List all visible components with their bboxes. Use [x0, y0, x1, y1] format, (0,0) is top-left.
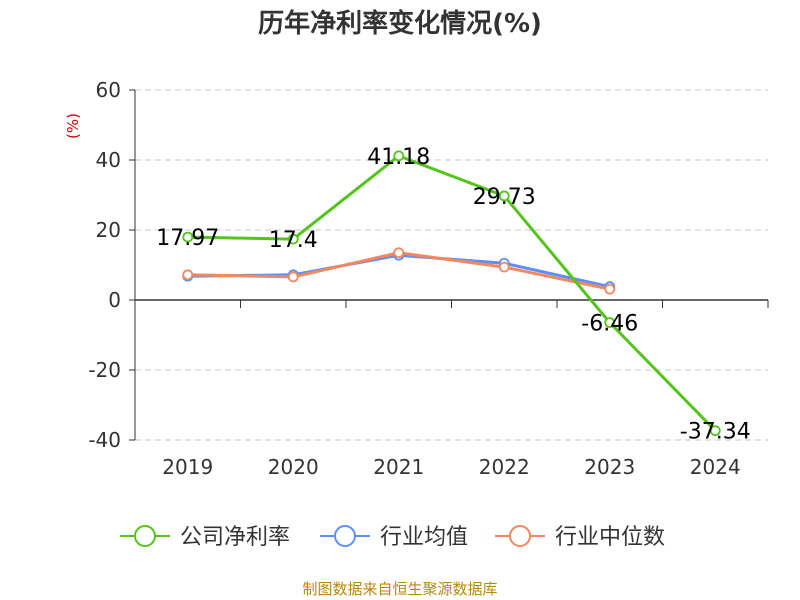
- series-point: [182, 231, 194, 243]
- x-tick-label: 2024: [690, 455, 741, 479]
- legend: 公司净利率 行业均值 行业中位数: [120, 525, 665, 550]
- legend-marker: [334, 525, 356, 547]
- y-tick-label: -20: [88, 358, 121, 382]
- y-tick-label: 0: [108, 288, 121, 312]
- chart-title: 历年净利率变化情况(%): [258, 8, 542, 39]
- legend-marker: [134, 525, 156, 547]
- series-point: [498, 261, 510, 273]
- legend-label: 行业均值: [380, 525, 468, 550]
- series-point: [604, 283, 616, 295]
- legend-label: 公司净利率: [180, 525, 290, 550]
- x-tick-label: 2023: [584, 455, 635, 479]
- series-point: [182, 269, 194, 281]
- series-point: [709, 425, 721, 437]
- series-point: [287, 271, 299, 283]
- series-lines: [182, 150, 721, 437]
- legend-item[interactable]: 行业中位数: [495, 525, 665, 550]
- series-point: [498, 190, 510, 202]
- data-label: -37.34: [680, 420, 751, 445]
- y-axis-unit: (%): [64, 113, 82, 139]
- y-tick-label: 40: [96, 148, 121, 172]
- source-note: 制图数据来自恒生聚源数据库: [302, 580, 497, 598]
- y-tick-label: -40: [88, 428, 121, 452]
- legend-item[interactable]: 行业均值: [320, 525, 468, 550]
- x-tick-label: 2022: [479, 455, 530, 479]
- legend-label: 行业中位数: [555, 525, 665, 550]
- data-label: 17.4: [269, 228, 318, 253]
- axes: 60 40 20 0 -20 -40 2019 2020 2021 2022 2023 2024: [88, 78, 769, 479]
- series-point: [393, 150, 405, 162]
- data-label: 29.73: [473, 185, 536, 210]
- y-tick-label: 60: [96, 78, 121, 102]
- data-label: 41.18: [367, 145, 430, 170]
- series-point: [604, 317, 616, 329]
- x-tick-label: 2020: [268, 455, 319, 479]
- series-line: [187, 154, 717, 432]
- legend-item[interactable]: 公司净利率: [120, 525, 290, 550]
- series-point: [287, 233, 299, 245]
- y-tick-label: 20: [96, 218, 121, 242]
- data-labels: 17.97 17.4 41.18 29.73 -6.46 -37.34: [156, 145, 750, 445]
- series-point: [393, 247, 405, 259]
- x-tick-label: 2019: [162, 455, 213, 479]
- x-tick-label: 2021: [373, 455, 424, 479]
- data-label: 17.97: [156, 226, 219, 251]
- data-label: -6.46: [581, 312, 638, 337]
- legend-marker: [509, 525, 531, 547]
